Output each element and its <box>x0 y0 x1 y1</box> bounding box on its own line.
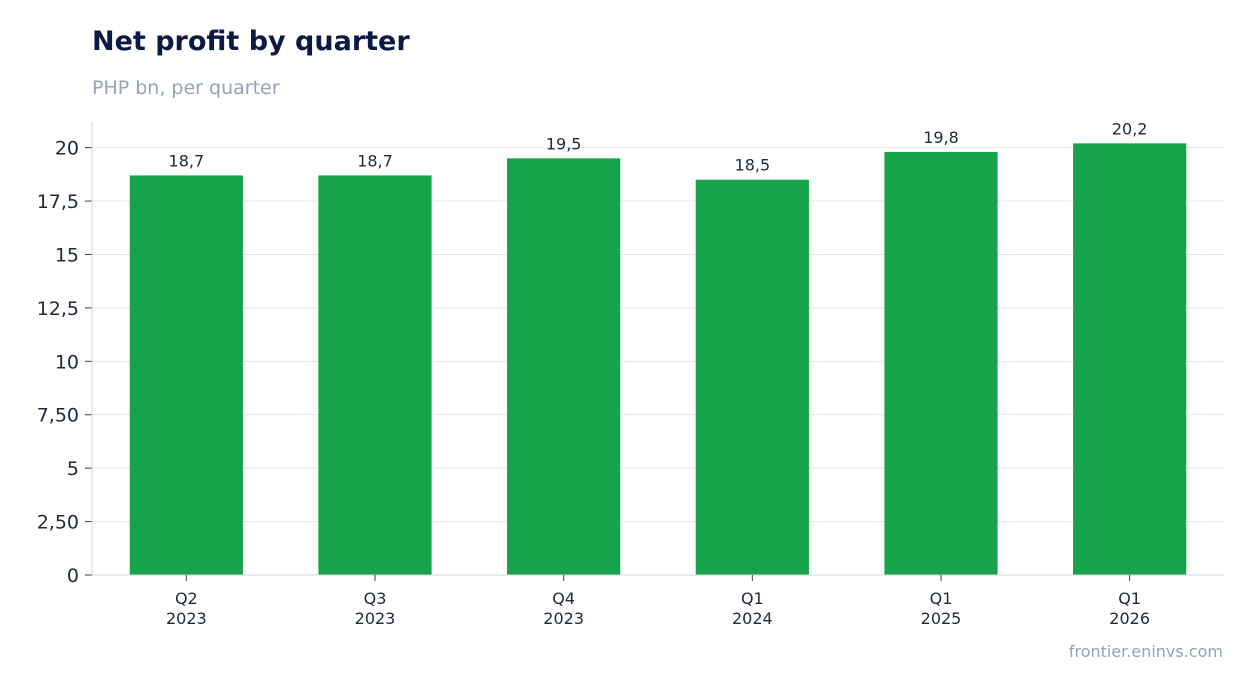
bar <box>507 158 621 575</box>
bar <box>318 175 432 576</box>
x-tick-label-quarter: Q4 <box>552 589 575 608</box>
x-tick-label-quarter: Q1 <box>741 589 764 608</box>
bar <box>884 151 998 575</box>
gridlines <box>92 147 1224 523</box>
data-label: 20,2 <box>1112 119 1148 138</box>
bar <box>1073 143 1187 575</box>
y-tick-label: 17,5 <box>37 191 79 213</box>
x-tick-label-quarter: Q2 <box>175 589 198 608</box>
x-tick-label-year: 2023 <box>166 609 207 628</box>
y-tick-label: 2,50 <box>37 512 79 534</box>
data-label: 18,7 <box>357 151 393 170</box>
y-tick-label: 7,50 <box>37 405 79 427</box>
x-tick-label-quarter: Q1 <box>1118 589 1141 608</box>
source-label: frontier.eninvs.com <box>1068 642 1223 661</box>
y-tick-label: 20 <box>55 138 79 160</box>
bars <box>129 143 1187 576</box>
y-tick-label: 5 <box>67 458 79 480</box>
y-tick-label: 0 <box>67 565 79 587</box>
x-tick-label: Q1 2025 <box>921 589 962 628</box>
x-tick-label-year: 2025 <box>921 609 962 628</box>
y-tick-label: 10 <box>55 351 79 373</box>
y-axis: 0 2,50 5 7,50 10 12,5 15 17,5 20 <box>37 122 93 587</box>
x-tick-label-year: 2026 <box>1109 609 1150 628</box>
x-tick-label: Q1 2026 <box>1109 589 1150 628</box>
x-tick-label-year: 2024 <box>732 609 773 628</box>
x-tick-label: Q3 2023 <box>355 589 396 628</box>
x-tick-label-quarter: Q1 <box>930 589 953 608</box>
x-tick-label-quarter: Q3 <box>364 589 387 608</box>
x-tick-label: Q4 2023 <box>543 589 584 628</box>
x-tick-label-year: 2023 <box>355 609 396 628</box>
x-tick-label-year: 2023 <box>543 609 584 628</box>
x-tick-label: Q1 2024 <box>732 589 773 628</box>
x-tick-label: Q2 2023 <box>166 589 207 628</box>
chart-subtitle: PHP bn, per quarter <box>92 77 280 99</box>
bar <box>695 179 809 575</box>
data-labels: 18,7 18,7 19,5 18,5 19,8 20,2 <box>169 119 1148 174</box>
data-label: 18,7 <box>169 151 205 170</box>
y-tick-label: 12,5 <box>37 298 79 320</box>
y-tick-label: 15 <box>55 244 79 266</box>
chart-title: Net profit by quarter <box>92 26 410 57</box>
data-label: 18,5 <box>735 156 771 175</box>
bar <box>129 175 243 576</box>
data-label: 19,5 <box>546 134 582 153</box>
data-label: 19,8 <box>923 128 959 147</box>
